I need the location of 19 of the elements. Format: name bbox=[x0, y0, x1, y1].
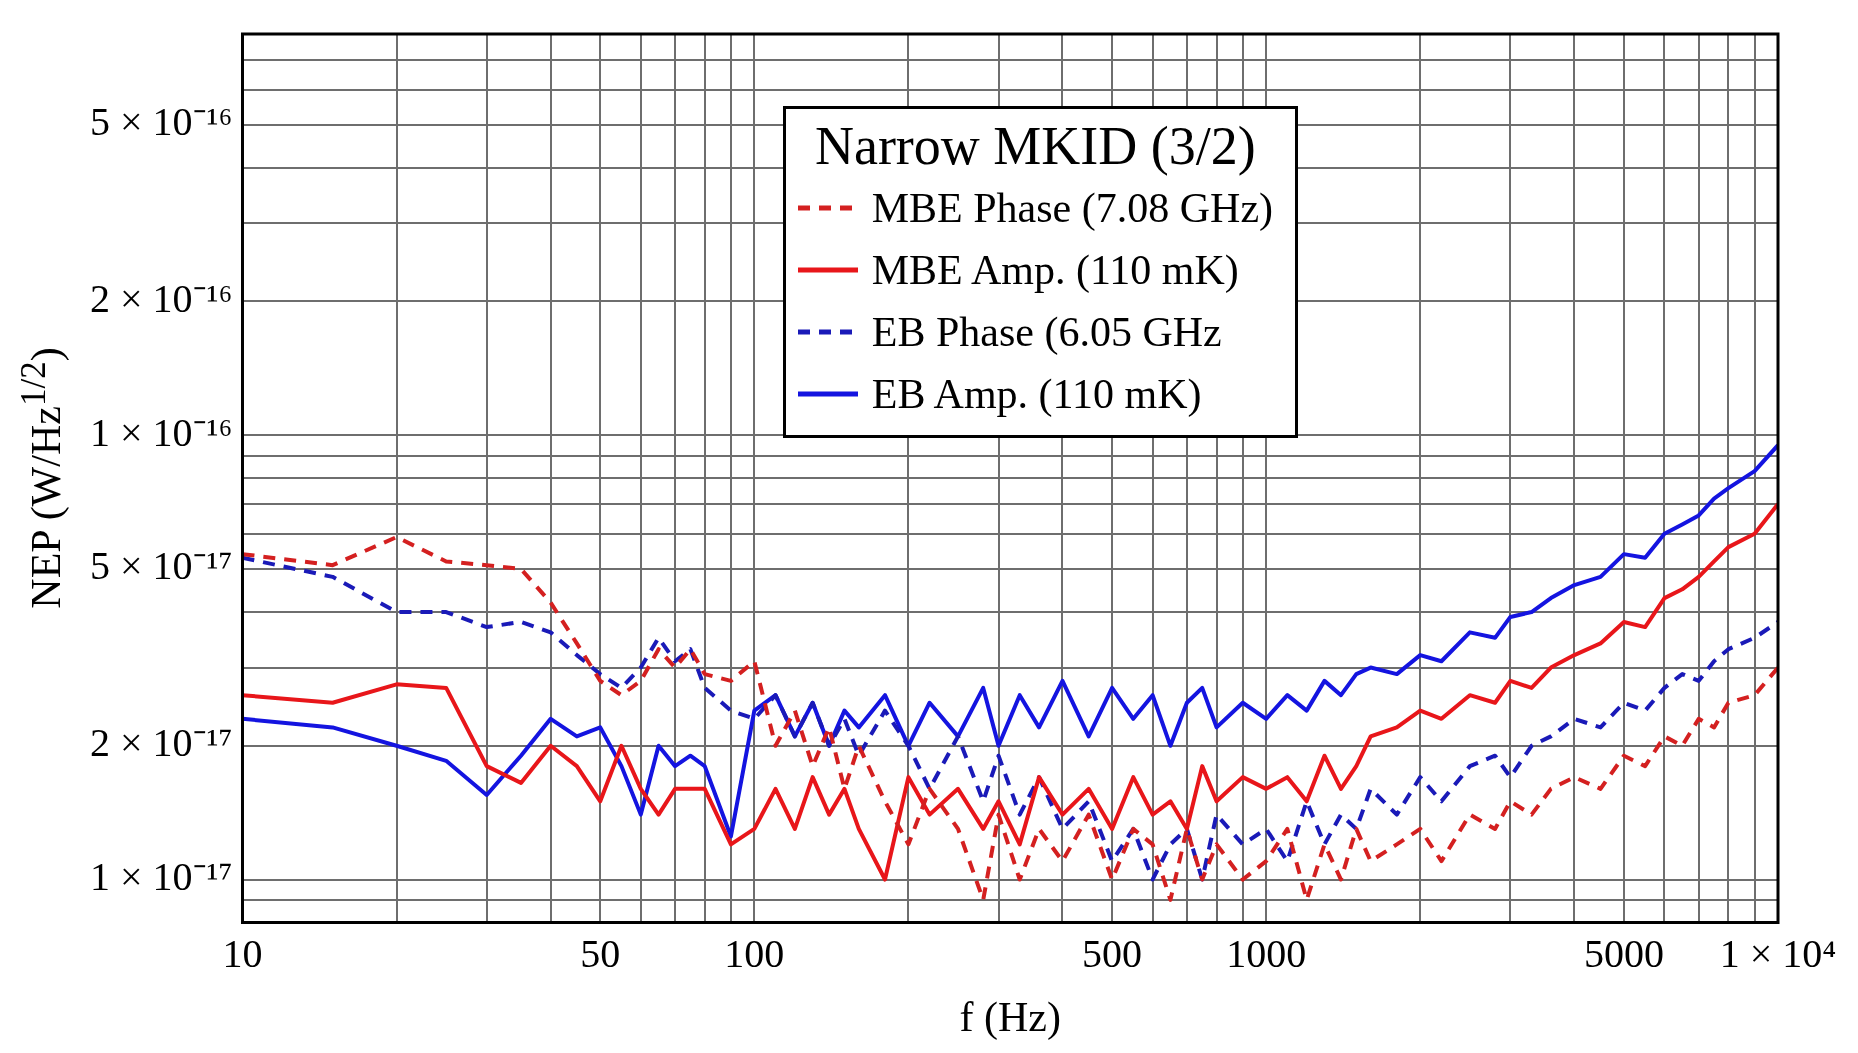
y-tick-label: 5 × 10⁻¹⁶ bbox=[90, 99, 233, 145]
x-tick-label: 1 × 10⁴ bbox=[1719, 931, 1837, 977]
x-tick-label: 1000 bbox=[1226, 931, 1307, 977]
legend-title: Narrow MKID (3/2) bbox=[813, 115, 1257, 177]
y-tick-label: 2 × 10⁻¹⁶ bbox=[90, 276, 233, 321]
legend-label: MBE Amp. (110 mK) bbox=[871, 246, 1239, 295]
y-tick-label: 1 × 10⁻¹⁶ bbox=[90, 409, 233, 455]
x-tick-label: 10 bbox=[222, 931, 263, 977]
legend-label: EB Amp. (110 mK) bbox=[871, 370, 1202, 419]
y-tick-label: 2 × 10⁻¹⁷ bbox=[90, 720, 233, 766]
x-tick-label: 50 bbox=[580, 931, 621, 977]
y-tick-label: 1 × 10⁻¹⁷ bbox=[90, 854, 233, 900]
x-tick-label: 100 bbox=[724, 931, 785, 977]
legend-label: MBE Phase (7.08 GHz) bbox=[871, 184, 1274, 233]
x-tick-label: 500 bbox=[1082, 931, 1143, 977]
y-tick-label: 5 × 10⁻¹⁷ bbox=[90, 543, 233, 589]
x-axis-title: f (Hz) bbox=[959, 993, 1061, 1041]
legend-label: EB Phase (6.05 GHz bbox=[871, 308, 1222, 357]
x-tick-label: 5000 bbox=[1583, 931, 1664, 977]
